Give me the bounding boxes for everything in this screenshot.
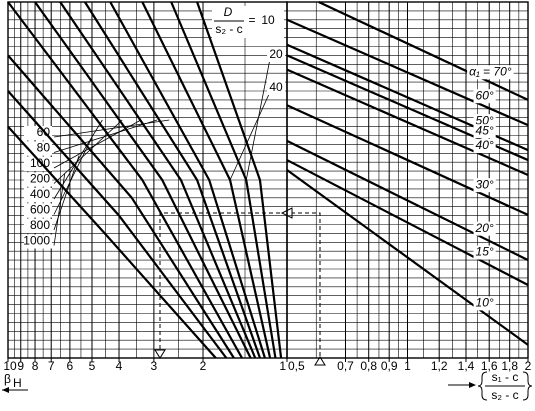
x-tick-label: 1 <box>404 359 411 373</box>
x-tick-label: 8 <box>32 359 39 373</box>
arrow-head <box>2 387 9 393</box>
curve <box>59 1 257 359</box>
x-tick-label: 1,6 <box>481 359 498 373</box>
x-tick-label: 7 <box>48 359 55 373</box>
x-tick-label: 10 <box>3 359 17 373</box>
brace <box>477 371 488 401</box>
example-guide <box>292 212 321 356</box>
plot-frame <box>286 1 529 359</box>
label-bg <box>473 296 496 311</box>
curve <box>7 1 243 359</box>
curve-label: 400 <box>30 187 50 201</box>
label-bg <box>24 188 52 202</box>
arrow-head <box>154 349 166 359</box>
x-axis-label: H <box>13 376 22 390</box>
leader-line <box>53 119 170 138</box>
leader-line <box>53 119 123 184</box>
label-bg <box>24 234 52 249</box>
curve <box>286 159 529 286</box>
x-tick-label: 6 <box>67 359 74 373</box>
curve-label: 20° <box>475 221 494 235</box>
leader-line <box>245 58 271 181</box>
curve <box>286 169 529 346</box>
curve-label: 80 <box>37 141 51 155</box>
curve-label: 50° <box>476 113 494 127</box>
label-bg <box>473 245 496 260</box>
curve-label: = <box>248 13 255 27</box>
x-tick-label: 9 <box>17 359 24 373</box>
curve-label: 800 <box>30 218 50 232</box>
x-tick-label: 5 <box>89 359 96 373</box>
curve <box>7 54 235 359</box>
curve <box>286 68 529 177</box>
curve <box>34 1 252 359</box>
curve-label: 20 <box>269 47 283 61</box>
curve-label: 60° <box>476 88 494 102</box>
curve <box>83 1 261 359</box>
curve-label: 600 <box>30 203 50 217</box>
arrow-head <box>314 356 326 366</box>
x-axis-label: s₂ - c <box>491 388 518 402</box>
x-tick-label: 3 <box>151 359 158 373</box>
label-bg <box>473 139 496 154</box>
leader-line <box>53 173 66 246</box>
x-tick-label: 1,8 <box>501 359 518 373</box>
label-bg <box>473 178 496 193</box>
curve <box>109 1 266 359</box>
label-bg <box>473 221 496 236</box>
curve <box>7 125 217 359</box>
x-axis-label: β <box>4 372 11 386</box>
x-tick-label: 0,7 <box>337 359 354 373</box>
curve-label: 40 <box>269 80 283 94</box>
arrow-head <box>469 382 476 388</box>
curve-label: s₂ - c <box>215 22 242 36</box>
x-tick-label: 1,2 <box>431 359 448 373</box>
curve <box>286 18 529 127</box>
label-bg <box>267 81 285 95</box>
curve-label: 10 <box>261 13 275 27</box>
curve <box>286 104 529 216</box>
x-tick-label: 0,5 <box>288 359 305 373</box>
x-tick-label: 4 <box>116 359 123 373</box>
curve-label: 10° <box>476 296 494 310</box>
curve <box>318 1 529 101</box>
label-bg <box>473 124 496 139</box>
label-bg <box>24 219 52 233</box>
x-tick-label: 2 <box>525 359 532 373</box>
leader-line <box>53 119 158 153</box>
x-axis-label: s₁ - c <box>492 370 519 384</box>
curve-label: 15° <box>476 245 494 259</box>
leader-line <box>229 91 271 181</box>
curve-label: 200 <box>30 172 50 186</box>
x-tick-label: 1,4 <box>458 359 475 373</box>
x-tick-label: 1 <box>279 359 286 373</box>
curve <box>7 90 228 359</box>
curve-label: 1000 <box>23 234 50 248</box>
x-tick-label: 2 <box>200 359 207 373</box>
curve-label: 30° <box>476 177 494 191</box>
label-bg <box>267 48 285 62</box>
curve-label: α₁ = 70° <box>469 64 512 78</box>
label-bg <box>24 172 52 187</box>
curve <box>196 1 283 359</box>
curve-label: D <box>224 5 233 19</box>
label-bg <box>467 65 514 80</box>
curve <box>286 139 529 262</box>
curve-label: 40° <box>476 138 494 152</box>
x-tick-label: 0,9 <box>381 359 398 373</box>
label-bg <box>473 89 496 104</box>
curve-label: 45° <box>476 123 494 137</box>
label-bg <box>24 126 52 140</box>
brace <box>522 371 533 401</box>
x-tick-label: 0,8 <box>360 359 377 373</box>
label-bg <box>212 6 284 38</box>
label-bg <box>24 203 52 218</box>
